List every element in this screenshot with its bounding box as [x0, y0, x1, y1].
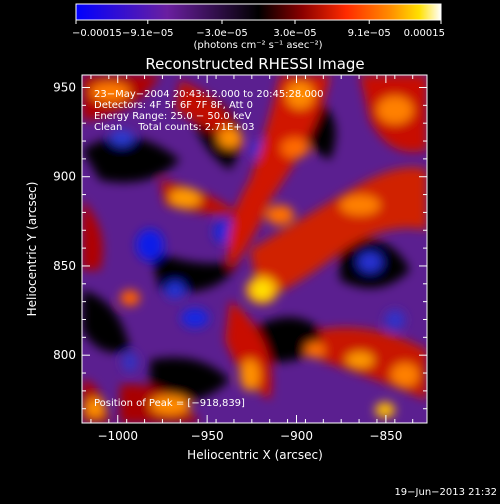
x-tick-label: −850: [369, 429, 402, 443]
colorbar-ticks: −0.00015 −9.1e−05 −3.0e−05 3.0e−05 9.1e−05 0.…: [72, 20, 445, 39]
x-axis-ticks: −1000 −950 −900 −850: [90, 75, 414, 443]
plot-frame: [81, 74, 428, 424]
colorbar: [75, 3, 442, 21]
y-axis-ticks: 800 850 900 950: [53, 80, 427, 410]
x-tick-label: −900: [280, 429, 313, 443]
annotation-clean-counts: Clean Total counts: 2.71E+03: [94, 122, 254, 133]
peak-position-label: Position of Peak = [−918,839]: [94, 398, 245, 409]
heatmap-image: [82, 75, 427, 423]
annotation-detectors: Detectors: 4F 5F 6F 7F 8F, Att 0: [94, 100, 253, 111]
y-tick-label: 950: [53, 80, 76, 94]
chart-title: Reconstructed RHESSI Image: [145, 55, 364, 73]
colorbar-unit-label: (photons cm⁻² s⁻¹ asec⁻²): [193, 40, 322, 51]
colorbar-tick-label: 9.1e−05: [348, 28, 391, 39]
y-axis-label: Heliocentric Y (arcsec): [25, 182, 39, 317]
colorbar-tick-label: 3.0e−05: [273, 28, 316, 39]
annotation-time-range: 23−May−2004 20:43:12.000 to 20:45:28.000: [94, 89, 324, 100]
y-tick-label: 800: [53, 348, 76, 362]
colorbar-tick-label: 0.00015: [404, 28, 445, 39]
y-tick-label: 900: [53, 170, 76, 184]
x-axis-label: Heliocentric X (arcsec): [187, 448, 323, 462]
annotation-energy-range: Energy Range: 25.0 − 50.0 keV: [94, 111, 251, 122]
colorbar-tick-label: −3.0e−05: [196, 28, 248, 39]
observation-annotations: 23−May−2004 20:43:12.000 to 20:45:28.000…: [94, 89, 324, 133]
colorbar-tick-label: −0.00015: [72, 28, 122, 39]
y-tick-label: 850: [53, 259, 76, 273]
x-tick-label: −1000: [97, 429, 138, 443]
footer-timestamp: 19−Jun−2013 21:32: [394, 487, 497, 498]
colorbar-tick-label: −9.1e−05: [122, 28, 174, 39]
x-tick-label: −950: [191, 429, 224, 443]
